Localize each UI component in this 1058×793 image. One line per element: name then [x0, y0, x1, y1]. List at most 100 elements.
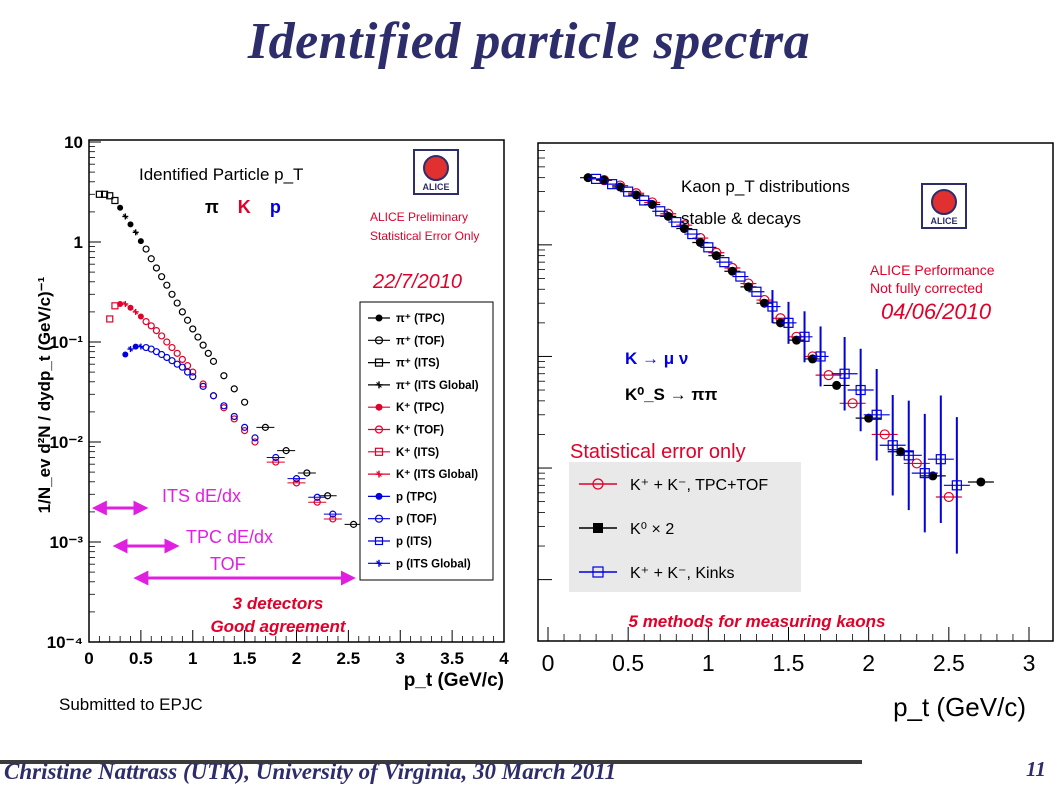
left-legend-marker: [375, 381, 383, 389]
left-legend-label: K⁺ (ITS): [396, 447, 439, 459]
slide-title: Identified particle spectra: [247, 13, 811, 70]
left-y-tick-label: 10⁻¹: [49, 333, 83, 352]
right-marker: [935, 454, 946, 465]
left-point-p: [209, 392, 218, 400]
left-point-pi: [122, 213, 129, 220]
right-point-1: [823, 380, 850, 390]
right-marker: [839, 368, 850, 379]
left-point-p: [189, 373, 197, 381]
alice-logo-left-text: ALICE: [423, 182, 450, 192]
right-marker: [887, 440, 898, 451]
left-point-pi: [163, 281, 171, 289]
right-marker: [751, 286, 762, 297]
right-x-tick-label: 2: [862, 650, 875, 676]
left-point-K: [251, 438, 259, 446]
right-point-2: [604, 179, 621, 190]
left-legend-marker: [374, 514, 384, 523]
right-marker: [847, 398, 858, 409]
left-point-pi: [178, 308, 186, 316]
left-point-pi: [142, 245, 150, 253]
right-legend: K⁺ + K⁻, TPC+TOF K⁰ × 2 K⁺ + K⁻, Kinks: [569, 462, 801, 592]
left-date: 22/7/2010: [372, 271, 462, 293]
decay-k0s-pipi: K⁰_S → ππ: [625, 385, 717, 404]
right-point-2: [748, 286, 765, 297]
right-legend-marker: [592, 478, 604, 490]
left-y-tick-label: 10⁻⁴: [47, 633, 83, 652]
left-legend-label: p (ITS): [396, 536, 432, 548]
right-point-2: [652, 206, 669, 217]
right-point-2: [636, 195, 653, 206]
right-marker: [823, 370, 834, 381]
left-point-K: [168, 343, 176, 352]
right-marker: [943, 491, 954, 503]
right-point-2: [732, 271, 749, 282]
left-legend-entry: K⁺ (ITS): [368, 447, 439, 459]
right-point-1: [804, 354, 821, 364]
left-legend-marker: [374, 425, 384, 434]
alice-logo-right-text: ALICE: [931, 216, 958, 226]
right-marker: [583, 173, 593, 183]
left-legend-entry: p (ITS): [368, 536, 432, 548]
left-point-p: [168, 357, 176, 365]
left-point-p: [199, 382, 207, 390]
left-point-K: [127, 304, 134, 311]
left-point-pi: [204, 349, 212, 357]
left-legend-entry: π⁺ (ITS): [368, 358, 440, 370]
right-legend-label: K⁺ + K⁻, TPC+TOF: [630, 477, 768, 494]
left-point-p: [183, 368, 192, 376]
left-chart: 0 0.5 1 1.5 2 2.5 3 3.5 4 10⁻⁴ 10⁻³ 10⁻² 10⁻¹ 1 10 1/…: [35, 133, 509, 691]
left-range-label: TPC dE/dx: [186, 527, 273, 547]
left-point-pi: [183, 316, 192, 324]
right-legend-title: Statistical error only: [570, 441, 746, 463]
left-point-pi: [168, 290, 176, 298]
right-marker: [599, 175, 609, 185]
right-legend-entry: K⁺ + K⁻, TPC+TOF: [579, 477, 768, 494]
left-point-K: [230, 415, 238, 423]
left-point-pi: [209, 357, 218, 365]
right-point-2: [668, 216, 685, 228]
left-point-pi: [117, 204, 124, 211]
right-legend-label: K⁰ × 2: [630, 521, 674, 538]
left-point-p: [241, 423, 249, 431]
left-point-pi: [152, 264, 161, 272]
left-point-pi: [95, 190, 103, 198]
left-legend-marker: [374, 447, 384, 456]
left-point-p: [308, 493, 327, 501]
left-point-K: [178, 355, 186, 363]
right-marker: [976, 477, 986, 487]
right-marker: [671, 216, 682, 228]
right-marker: [832, 380, 842, 390]
left-legend-marker: [374, 358, 384, 367]
left-point-p: [323, 510, 342, 518]
right-point-1: [628, 190, 645, 200]
left-point-K: [323, 515, 342, 523]
footer-text: Christine Nattrass (UTK), University of …: [4, 759, 617, 784]
right-marker: [879, 429, 890, 440]
left-point-K: [117, 300, 124, 307]
left-point-pi: [111, 196, 119, 205]
left-x-tick-label: 1.5: [233, 649, 257, 668]
right-chart: 0 0.5 1 1.5 2 2.5 3 p_t (GeV/c) Kaon p_T distr…: [537, 142, 1054, 722]
left-y-axis-label: 1/N_ev d²N / dydp_t (GeV/c)⁻¹: [35, 276, 54, 513]
left-point-p: [127, 346, 134, 353]
left-legend-label: π⁺ (ITS): [396, 358, 440, 370]
right-point-2: [684, 228, 701, 240]
right-point-2: [927, 395, 954, 523]
right-legend-entry: K⁺ + K⁻, Kinks: [579, 565, 734, 582]
right-point-2: [812, 326, 829, 387]
left-x-axis-label: p_t (GeV/c): [404, 670, 504, 691]
right-marker: [727, 266, 737, 276]
left-point-K: [241, 427, 249, 435]
right-point-2: [796, 311, 813, 363]
right-title-1: Kaon p_T distributions: [681, 177, 850, 196]
left-point-K: [266, 458, 285, 466]
left-legend-entry: K⁺ (ITS Global): [368, 469, 478, 481]
right-marker: [864, 413, 874, 423]
left-point-K: [142, 317, 150, 326]
left-point-pi: [173, 299, 181, 307]
right-marker: [590, 173, 602, 184]
left-x-tick-label: 3.5: [440, 649, 464, 668]
right-point-1: [788, 335, 805, 345]
left-x-tick-label: 3: [396, 649, 405, 668]
right-point-2: [911, 413, 938, 533]
